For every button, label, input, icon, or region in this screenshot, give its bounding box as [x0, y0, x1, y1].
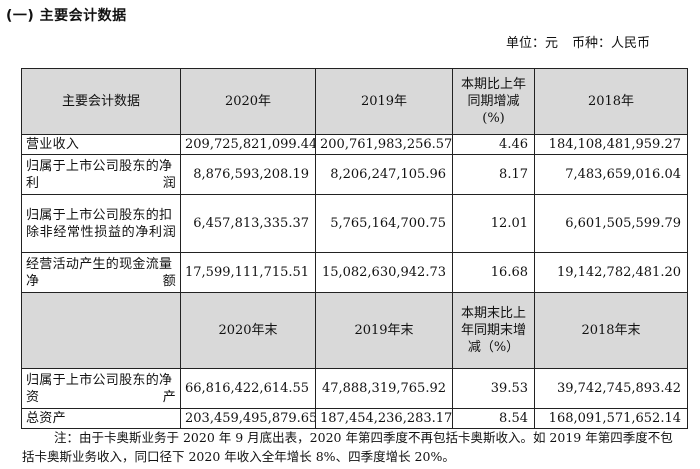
header-cell: 本期比上年同期增减(%)	[452, 68, 535, 135]
value-2020: 203,459,495,879.65	[180, 408, 316, 429]
currency-label: 币种：人民币	[571, 36, 650, 51]
value-2020: 209,725,821,099.44	[180, 134, 316, 155]
value-2020: 6,457,813,335.37	[180, 194, 316, 253]
header-cell: 2019年	[315, 68, 453, 135]
value-change: 8.17	[452, 154, 535, 195]
header-cell: 2020年末	[180, 292, 316, 369]
header-cell: 2018年	[534, 68, 688, 135]
value-2018: 168,091,571,652.14	[534, 408, 688, 429]
value-2020: 8,876,593,208.19	[180, 154, 316, 195]
row-label: 归属于上市公司股东的扣除非经常性损益的净利润	[21, 194, 181, 253]
value-2019: 47,888,319,765.92	[315, 368, 453, 409]
row-label: 总资产	[21, 408, 181, 429]
unit-line: 单位：元 币种：人民币	[506, 32, 650, 51]
row-label: 营业收入	[21, 134, 181, 155]
row-label: 归属于上市公司股东的净利润	[21, 154, 181, 195]
table-row: 营业收入 209,725,821,099.44 200,761,983,256.…	[21, 134, 688, 155]
table-row: 归属于上市公司股东的扣除非经常性损益的净利润 6,457,813,335.37 …	[21, 194, 688, 253]
value-2019: 15,082,630,942.73	[315, 252, 453, 293]
accounting-data-table: 主要会计数据 2020年 2019年 本期比上年同期增减(%) 2018年 营业…	[21, 68, 688, 429]
row-label: 经营活动产生的现金流量净额	[21, 252, 181, 293]
value-change: 16.68	[452, 252, 535, 293]
row-label: 归属于上市公司股东的净资产	[21, 368, 181, 409]
value-2019: 200,761,983,256.57	[315, 134, 453, 155]
header-cell-empty	[21, 292, 181, 369]
header-cell: 2019年末	[315, 292, 453, 369]
value-2019: 5,765,164,700.75	[315, 194, 453, 253]
header-cell: 2020年	[180, 68, 316, 135]
table2-header-row: 2020年末 2019年末 本期末比上年同期末增减（%） 2018年末	[21, 292, 688, 369]
value-2018: 7,483,659,016.04	[534, 154, 688, 195]
value-2018: 19,142,782,481.20	[534, 252, 688, 293]
table-row: 归属于上市公司股东的净利润 8,876,593,208.19 8,206,247…	[21, 154, 688, 195]
value-2019: 8,206,247,105.96	[315, 154, 453, 195]
value-change: 39.53	[452, 368, 535, 409]
value-2018: 39,742,745,893.42	[534, 368, 688, 409]
value-2020: 17,599,111,715.51	[180, 252, 316, 293]
value-2020: 66,816,422,614.55	[180, 368, 316, 409]
header-cell: 2018年末	[534, 292, 688, 369]
table-row: 归属于上市公司股东的净资产 66,816,422,614.55 47,888,3…	[21, 368, 688, 409]
value-change: 12.01	[452, 194, 535, 253]
header-cell: 本期末比上年同期末增减（%）	[452, 292, 535, 369]
header-cell: 主要会计数据	[21, 68, 181, 135]
value-2018: 6,601,505,599.79	[534, 194, 688, 253]
unit-label: 单位：元	[505, 36, 558, 51]
section-title: (一) 主要会计数据	[6, 8, 127, 24]
value-change: 8.54	[452, 408, 535, 429]
table-row: 总资产 203,459,495,879.65 187,454,236,283.1…	[21, 408, 688, 429]
table1-header-row: 主要会计数据 2020年 2019年 本期比上年同期增减(%) 2018年	[21, 68, 688, 135]
value-2019: 187,454,236,283.17	[315, 408, 453, 429]
table-row: 经营活动产生的现金流量净额 17,599,111,715.51 15,082,6…	[21, 252, 688, 293]
value-2018: 184,108,481,959.27	[534, 134, 688, 155]
value-change: 4.46	[452, 134, 535, 155]
footnote: 注：由于卡奥斯业务于 2020 年 9 月底出表，2020 年第四季度不再包括卡…	[22, 430, 673, 464]
